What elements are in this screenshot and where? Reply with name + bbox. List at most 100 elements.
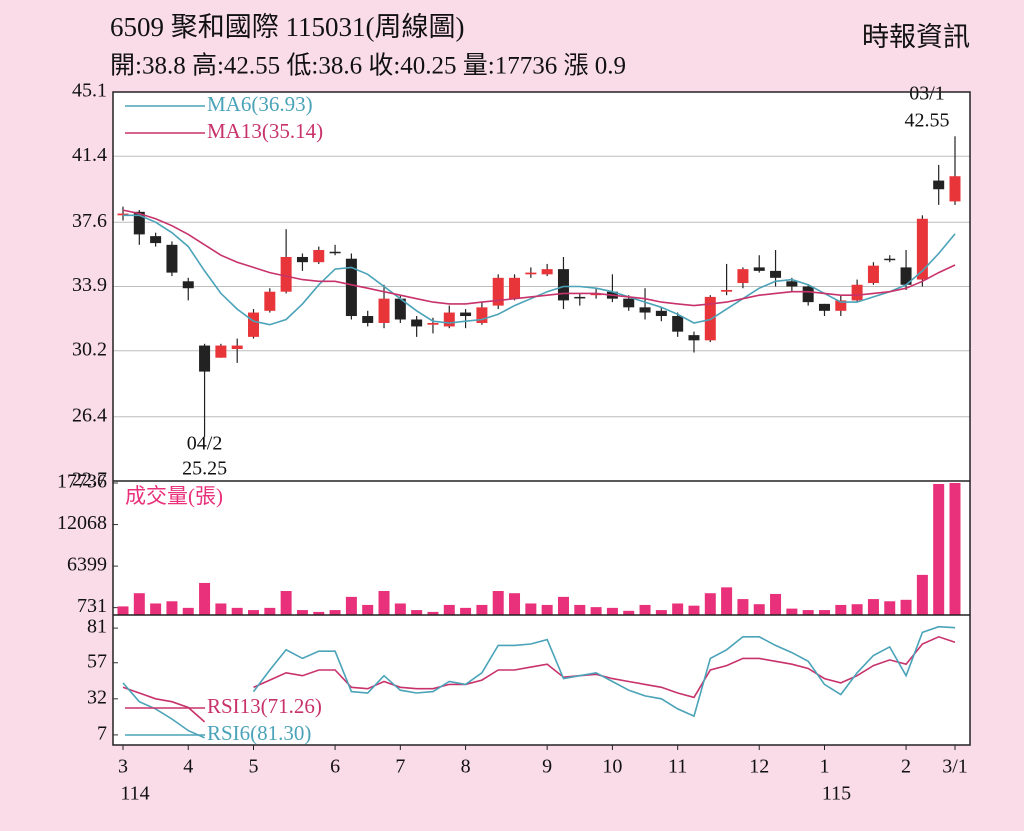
x-tick-label: 8 <box>461 756 471 778</box>
y-tick-label: 32 <box>87 686 107 708</box>
candle-body <box>411 319 423 327</box>
volume-bar <box>264 607 276 615</box>
volume-bar <box>150 603 162 615</box>
x-year-label: 114 <box>120 783 149 805</box>
annotation-value: 25.25 <box>182 458 227 480</box>
volume-bar <box>199 582 211 615</box>
x-tick-label: 3 <box>118 756 128 778</box>
volume-bar <box>672 603 684 615</box>
candle-body <box>117 213 129 216</box>
volume-bar <box>476 604 488 615</box>
volume-bar <box>753 604 765 615</box>
candle-body <box>770 270 782 278</box>
candle-body <box>835 300 847 311</box>
volume-bar <box>867 599 879 615</box>
x-tick-label: 5 <box>249 756 259 778</box>
volume-bar <box>411 610 423 615</box>
candle-body <box>362 316 374 323</box>
y-tick-label: 26.4 <box>72 404 107 426</box>
volume-bar <box>818 610 830 615</box>
plot-area <box>113 92 970 745</box>
candle-body <box>509 277 521 299</box>
y-tick-label: 30.2 <box>72 338 107 360</box>
candle-body <box>150 236 162 244</box>
volume-bar <box>362 604 374 615</box>
candle-body <box>394 298 406 320</box>
ma-line <box>122 209 956 307</box>
volume-bar <box>248 610 260 615</box>
volume-bar <box>166 601 178 615</box>
x-tick-label: 1 <box>819 756 829 778</box>
annotation-label: 03/1 <box>909 83 945 105</box>
candle-body <box>623 298 635 308</box>
volume-bar <box>345 596 357 615</box>
y-tick-label: 6399 <box>67 554 107 576</box>
volume-bar <box>884 601 896 615</box>
volume-bar <box>949 483 961 615</box>
candle-body <box>851 284 863 301</box>
volume-bar <box>574 604 586 615</box>
volume-bar <box>492 591 504 615</box>
candle-body <box>818 303 830 311</box>
candle-body <box>280 256 292 292</box>
candle-body <box>199 345 211 372</box>
y-tick-label: 33.9 <box>72 274 107 296</box>
volume-bar <box>525 603 537 615</box>
candle-body <box>933 180 945 190</box>
volume-bar <box>851 604 863 615</box>
candle-body <box>329 251 341 254</box>
volume-bar <box>688 605 700 615</box>
volume-bar <box>313 611 325 615</box>
candle-body <box>215 345 227 358</box>
candle-body <box>949 176 961 202</box>
volume-bar <box>606 607 618 615</box>
volume-bar <box>231 607 243 615</box>
volume-bar <box>182 607 194 615</box>
candle-body <box>427 322 439 325</box>
volume-bar <box>557 596 569 615</box>
volume-bar <box>590 607 602 615</box>
candle-body <box>737 269 749 284</box>
subtitle: 開:38.8 高:42.55 低:38.6 收:40.25 量:17736 漲 … <box>110 52 626 80</box>
candle-body <box>476 307 488 323</box>
candle-body <box>802 286 814 303</box>
candle-body <box>655 310 667 317</box>
volume-bar <box>378 591 390 615</box>
candle-body <box>443 312 455 327</box>
y-tick-label: 17736 <box>57 471 107 493</box>
frame <box>112 91 971 746</box>
legend-label: RSI13(71.26) <box>207 694 322 718</box>
volume-bar <box>916 574 928 615</box>
candle-body <box>916 218 928 280</box>
candle-body <box>557 269 569 301</box>
ma-line <box>123 214 956 326</box>
y-tick-label: 41.4 <box>72 144 107 166</box>
chart-title: 6509 聚和國際 115031(周線圖) <box>110 12 464 42</box>
volume-bar <box>655 610 667 615</box>
candle-body <box>884 258 896 261</box>
y-tick-label: 81 <box>87 616 107 638</box>
volume-bar <box>737 599 749 615</box>
candle-body <box>182 281 194 289</box>
y-tick-label: 22.7 <box>72 469 107 491</box>
volume-bar <box>117 606 129 615</box>
volume-bar <box>704 593 716 615</box>
volume-bar <box>900 599 912 615</box>
x-tick-label: 10 <box>602 756 622 778</box>
volume-bar <box>639 604 651 615</box>
volume-bar <box>721 587 733 615</box>
volume-bar <box>280 591 292 615</box>
x-tick-label: 12 <box>749 756 769 778</box>
volume-bar <box>296 610 308 615</box>
volume-bar <box>802 610 814 615</box>
volume-bar <box>460 607 472 615</box>
y-tick-label: 45.1 <box>72 80 107 102</box>
candle-body <box>231 345 243 350</box>
candle-body <box>867 265 879 284</box>
annotation-label: 04/2 <box>187 433 223 455</box>
volume-bar <box>835 604 847 615</box>
x-tick-label: 3/1 <box>942 756 968 778</box>
volume-bar <box>541 604 553 615</box>
volume-label: 成交量(張) <box>125 484 223 508</box>
